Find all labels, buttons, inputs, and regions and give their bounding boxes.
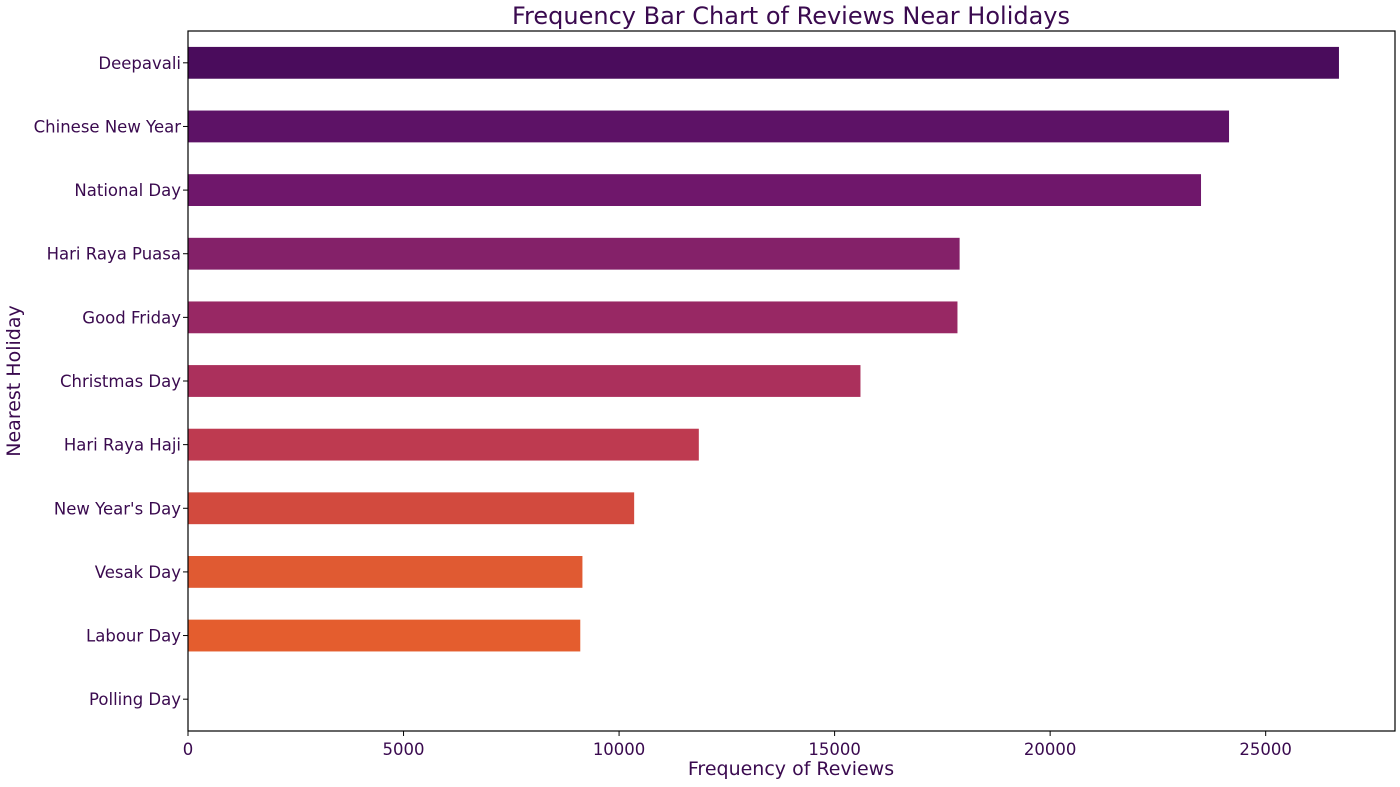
y-tick-label: Chinese New Year — [34, 117, 182, 136]
y-tick-label: New Year's Day — [54, 499, 181, 518]
x-tick-label: 0 — [183, 740, 194, 759]
y-axis-ticks: Deepavali Chinese New Year National Day Har… — [34, 54, 188, 709]
bar-labour-day — [188, 619, 581, 652]
y-tick-label: National Day — [74, 181, 181, 200]
y-tick-label: Christmas Day — [60, 372, 181, 391]
y-tick-label: Hari Raya Puasa — [47, 245, 181, 264]
x-tick-label: 20000 — [1024, 740, 1077, 759]
bar-good-friday — [188, 301, 958, 334]
y-tick-label: Hari Raya Haji — [64, 436, 181, 455]
y-axis-label: Nearest Holiday — [3, 305, 25, 456]
y-tick-label: Vesak Day — [95, 563, 181, 582]
bar-hari-raya-haji — [188, 428, 699, 461]
x-axis-ticks: 0 5000 10000 15000 20000 25000 — [183, 731, 1292, 759]
bar-new-year-s-day — [188, 492, 635, 525]
bars-group — [188, 46, 1339, 652]
bar-deepavali — [188, 46, 1339, 79]
bar-hari-raya-puasa — [188, 237, 960, 270]
x-tick-label: 10000 — [593, 740, 646, 759]
x-axis-label: Frequency of Reviews — [688, 758, 894, 780]
y-tick-label: Polling Day — [89, 690, 181, 709]
y-tick-label: Good Friday — [82, 308, 181, 327]
bar-christmas-day — [188, 365, 861, 397]
bar-chinese-new-year — [188, 110, 1230, 143]
plot-frame — [187, 30, 1396, 732]
bar-national-day — [188, 174, 1202, 206]
x-tick-label: 15000 — [808, 740, 861, 759]
x-tick-label: 25000 — [1239, 740, 1292, 759]
x-tick-label: 5000 — [383, 740, 425, 759]
bar-vesak-day — [188, 556, 583, 588]
y-tick-label: Labour Day — [86, 627, 181, 646]
y-tick-label: Deepavali — [98, 54, 181, 73]
chart-title: Frequency Bar Chart of Reviews Near Holi… — [512, 2, 1070, 30]
